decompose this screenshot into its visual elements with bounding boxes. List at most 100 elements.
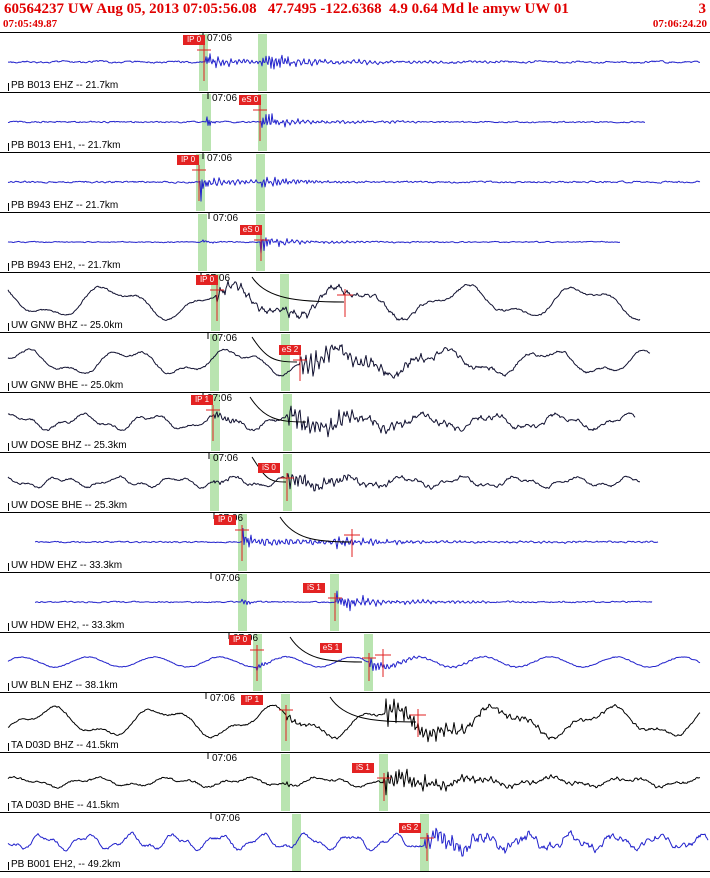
window-end-time: 07:06:24.20	[652, 18, 707, 30]
label-tick	[8, 143, 9, 151]
station-label[interactable]: UW BLN EHZ -- 38.1km	[11, 680, 118, 691]
trace-count: 3	[698, 1, 707, 17]
waveform-plot	[7, 633, 701, 691]
station-label[interactable]: UW DOSE BHE -- 25.3km	[11, 500, 128, 511]
seismogram-trace	[35, 590, 653, 612]
trace-panel-uw-gnw-bhe-25-0km[interactable]: 07:06 eS 2 UW GNW BHE -- 25.0km	[0, 332, 710, 392]
pick-flag-es-0[interactable]: eS 0	[240, 225, 262, 235]
pick-flag-is-1[interactable]: iS 1	[352, 763, 374, 773]
pick-flag-ip-0[interactable]: IP 0	[229, 635, 251, 645]
pick-window-highlight	[283, 394, 292, 451]
minute-label: 07:06	[215, 813, 241, 824]
event-summary: 60564237 UW Aug 05, 2013 07:05:56.08 47.…	[4, 1, 569, 17]
pick-flag-es-2[interactable]: eS 2	[279, 345, 301, 355]
pick-window-highlight	[238, 574, 247, 631]
trace-panel-ta-d03d-bhz-41-5km[interactable]: 07:06 IP 1 TA D03D BHZ -- 41.5km	[0, 692, 710, 752]
station-label[interactable]: UW HDW EH2, -- 33.3km	[11, 620, 125, 631]
label-tick	[8, 743, 9, 751]
pick-window-highlight	[202, 94, 211, 151]
pick-flag-es-2[interactable]: eS 2	[399, 823, 421, 833]
pick-flag-ip-0[interactable]: IP 0	[196, 275, 218, 285]
window-start-time: 07:05:49.87	[3, 18, 58, 30]
label-tick	[8, 383, 9, 391]
station-label[interactable]: PB B943 EH2, -- 21.7km	[11, 260, 121, 271]
trace-panel-uw-hdw-eh2-33-3km[interactable]: 07:06 iS 1 UW HDW EH2, -- 33.3km	[0, 572, 710, 632]
label-tick	[8, 563, 9, 571]
label-tick	[8, 862, 9, 870]
station-label[interactable]: PB B013 EH1, -- 21.7km	[11, 140, 121, 151]
minute-label: 07:06	[212, 333, 238, 344]
minute-label: 07:06	[215, 573, 241, 584]
seismogram-trace	[7, 280, 641, 321]
minute-label: 07:06	[207, 393, 233, 404]
trace-panel-uw-dose-bhz-25-3km[interactable]: 07:06 IP 1 UW DOSE BHZ -- 25.3km	[0, 392, 710, 452]
minute-label: 07:06	[207, 33, 233, 44]
minute-label: 07:06	[212, 753, 238, 764]
waveform-plot	[7, 393, 636, 451]
pick-flag-is-1[interactable]: iS 1	[303, 583, 325, 593]
trace-panel-pb-b001-eh2-49-2km[interactable]: 07:06 eS 2 PB B001 EH2, -- 49.2km	[0, 812, 710, 872]
waveform-plot	[35, 573, 653, 631]
seismogram-trace	[7, 473, 640, 492]
pick-window-highlight	[280, 274, 289, 331]
pick-flag-ip-0[interactable]: IP 0	[214, 515, 236, 525]
label-tick	[8, 263, 9, 271]
trace-panel-pb-b943-ehz-21-7km[interactable]: 07:06 IP 0 PB B943 EHZ -- 21.7km	[0, 152, 710, 212]
pick-flag-is-0[interactable]: iS 0	[258, 463, 280, 473]
seismogram-trace	[7, 827, 709, 857]
trace-panel-pb-b013-ehz-21-7km[interactable]: 07:06 IP 0 PB B013 EHZ -- 21.7km	[0, 32, 710, 92]
pick-flag-ip-1[interactable]: IP 1	[241, 695, 263, 705]
seismogram-trace	[7, 176, 701, 202]
waveform-plot	[7, 333, 651, 391]
trace-panel-pb-b013-eh1-21-7km[interactable]: 07:06 eS 0 PB B013 EH1, -- 21.7km	[0, 92, 710, 152]
pick-flag-es-0[interactable]: eS 0	[239, 95, 261, 105]
waveform-plot	[7, 273, 641, 331]
pick-window-highlight	[211, 394, 220, 451]
station-label[interactable]: UW GNW BHZ -- 25.0km	[11, 320, 123, 331]
station-label[interactable]: PB B001 EH2, -- 49.2km	[11, 859, 121, 870]
trace-panel-uw-dose-bhe-25-3km[interactable]: 07:06 iS 0 UW DOSE BHE -- 25.3km	[0, 452, 710, 512]
label-tick	[8, 83, 9, 91]
pick-window-highlight	[198, 214, 207, 271]
seismogram-trace	[7, 768, 701, 796]
label-tick	[8, 503, 9, 511]
station-label[interactable]: TA D03D BHE -- 41.5km	[11, 800, 120, 811]
trace-panel-ta-d03d-bhe-41-5km[interactable]: 07:06 iS 1 TA D03D BHE -- 41.5km	[0, 752, 710, 812]
coda-decay-curve	[251, 336, 298, 363]
trace-panel-pb-b943-eh2-21-7km[interactable]: 07:06 eS 0 PB B943 EH2, -- 21.7km	[0, 212, 710, 272]
seismogram-trace	[8, 53, 701, 70]
station-label[interactable]: PB B013 EHZ -- 21.7km	[11, 80, 119, 91]
label-tick	[8, 803, 9, 811]
pick-window-highlight	[281, 334, 290, 391]
label-tick	[8, 443, 9, 451]
label-tick	[8, 683, 9, 691]
pick-flag-es-1[interactable]: eS 1	[320, 643, 342, 653]
label-tick	[8, 323, 9, 331]
time-window-bar: 07:05:49.87 07:06:24.20	[0, 18, 710, 32]
station-label[interactable]: UW GNW BHE -- 25.0km	[11, 380, 124, 391]
minute-label: 07:06	[210, 693, 236, 704]
minute-label: 07:06	[207, 153, 233, 164]
station-label[interactable]: TA D03D BHZ -- 41.5km	[11, 740, 119, 751]
pick-flag-ip-0[interactable]: IP 0	[183, 35, 205, 45]
station-label[interactable]: PB B943 EHZ -- 21.7km	[11, 200, 119, 211]
event-header: 60564237 UW Aug 05, 2013 07:05:56.08 47.…	[0, 0, 710, 18]
pick-flag-ip-1[interactable]: IP 1	[191, 395, 213, 405]
coda-decay-curve	[251, 456, 287, 483]
seismogram-trace	[35, 528, 659, 550]
station-label[interactable]: UW DOSE BHZ -- 25.3km	[11, 440, 127, 451]
waveform-plot	[7, 813, 709, 871]
waveform-plot	[7, 213, 621, 271]
coda-decay-curve	[251, 276, 345, 303]
station-label[interactable]: UW HDW EHZ -- 33.3km	[11, 560, 123, 571]
coda-decay-curve	[249, 396, 307, 423]
coda-decay-curve	[289, 636, 363, 663]
minute-label: 07:06	[212, 93, 238, 104]
minute-label: 07:06	[213, 213, 239, 224]
pick-flag-ip-0[interactable]: IP 0	[177, 155, 199, 165]
